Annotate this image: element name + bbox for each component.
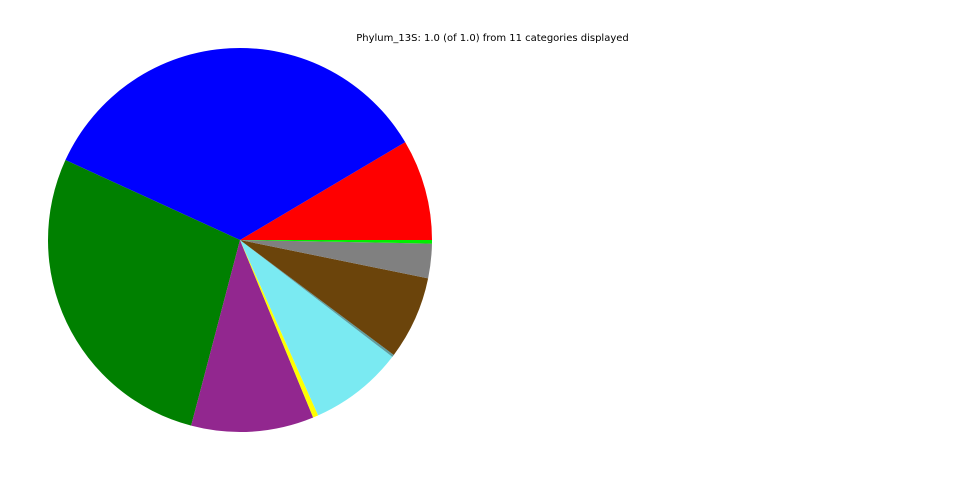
- pie-slice-2: [48, 160, 240, 426]
- chart-title: Phylum_13S: 1.0 (of 1.0) from 11 categor…: [356, 33, 629, 44]
- pie-slice-6: [240, 240, 394, 357]
- pie-slice-9: [240, 240, 432, 244]
- pie-slice-4: [240, 240, 319, 418]
- pie-slice-1: [65, 48, 406, 241]
- pie-slice-5: [240, 240, 393, 416]
- pie-slice-0: [240, 142, 432, 240]
- pie-slice-8: [240, 240, 432, 279]
- pie-slice-3: [191, 240, 314, 432]
- pie-slice-7: [240, 240, 429, 355]
